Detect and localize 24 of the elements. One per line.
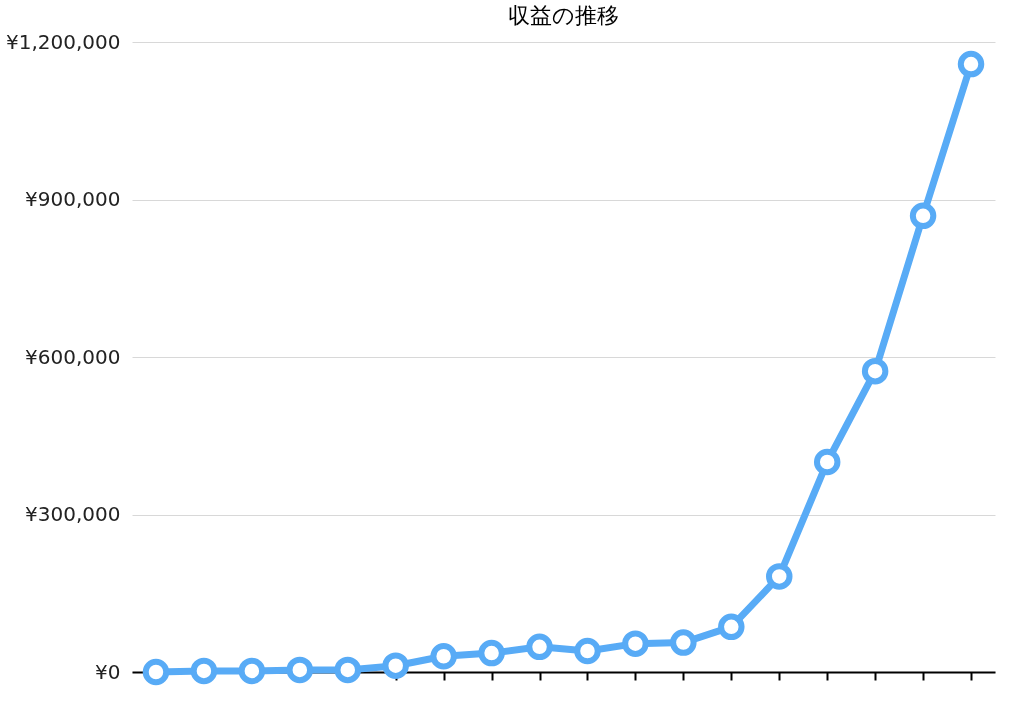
point	[909, 202, 937, 229]
point	[430, 643, 457, 670]
point	[334, 656, 361, 684]
point	[478, 639, 505, 667]
y-tick-label: ¥300,000	[25, 502, 121, 526]
point	[574, 637, 601, 665]
point	[670, 629, 697, 656]
point	[142, 658, 170, 686]
point	[382, 652, 409, 679]
point	[718, 613, 745, 641]
point	[190, 657, 218, 685]
chart-title: 収益の推移	[508, 3, 619, 28]
point	[861, 357, 889, 385]
y-tick-label: ¥600,000	[25, 344, 121, 369]
y-tick-label: ¥1,200,000	[5, 29, 121, 54]
point	[238, 657, 266, 685]
point	[526, 633, 553, 661]
point	[957, 50, 985, 78]
point	[622, 630, 649, 657]
y-tick-label: ¥0	[95, 659, 121, 684]
y-tick-label: ¥900,000	[25, 187, 121, 211]
point	[286, 656, 314, 684]
point	[813, 448, 841, 476]
point	[766, 563, 793, 590]
